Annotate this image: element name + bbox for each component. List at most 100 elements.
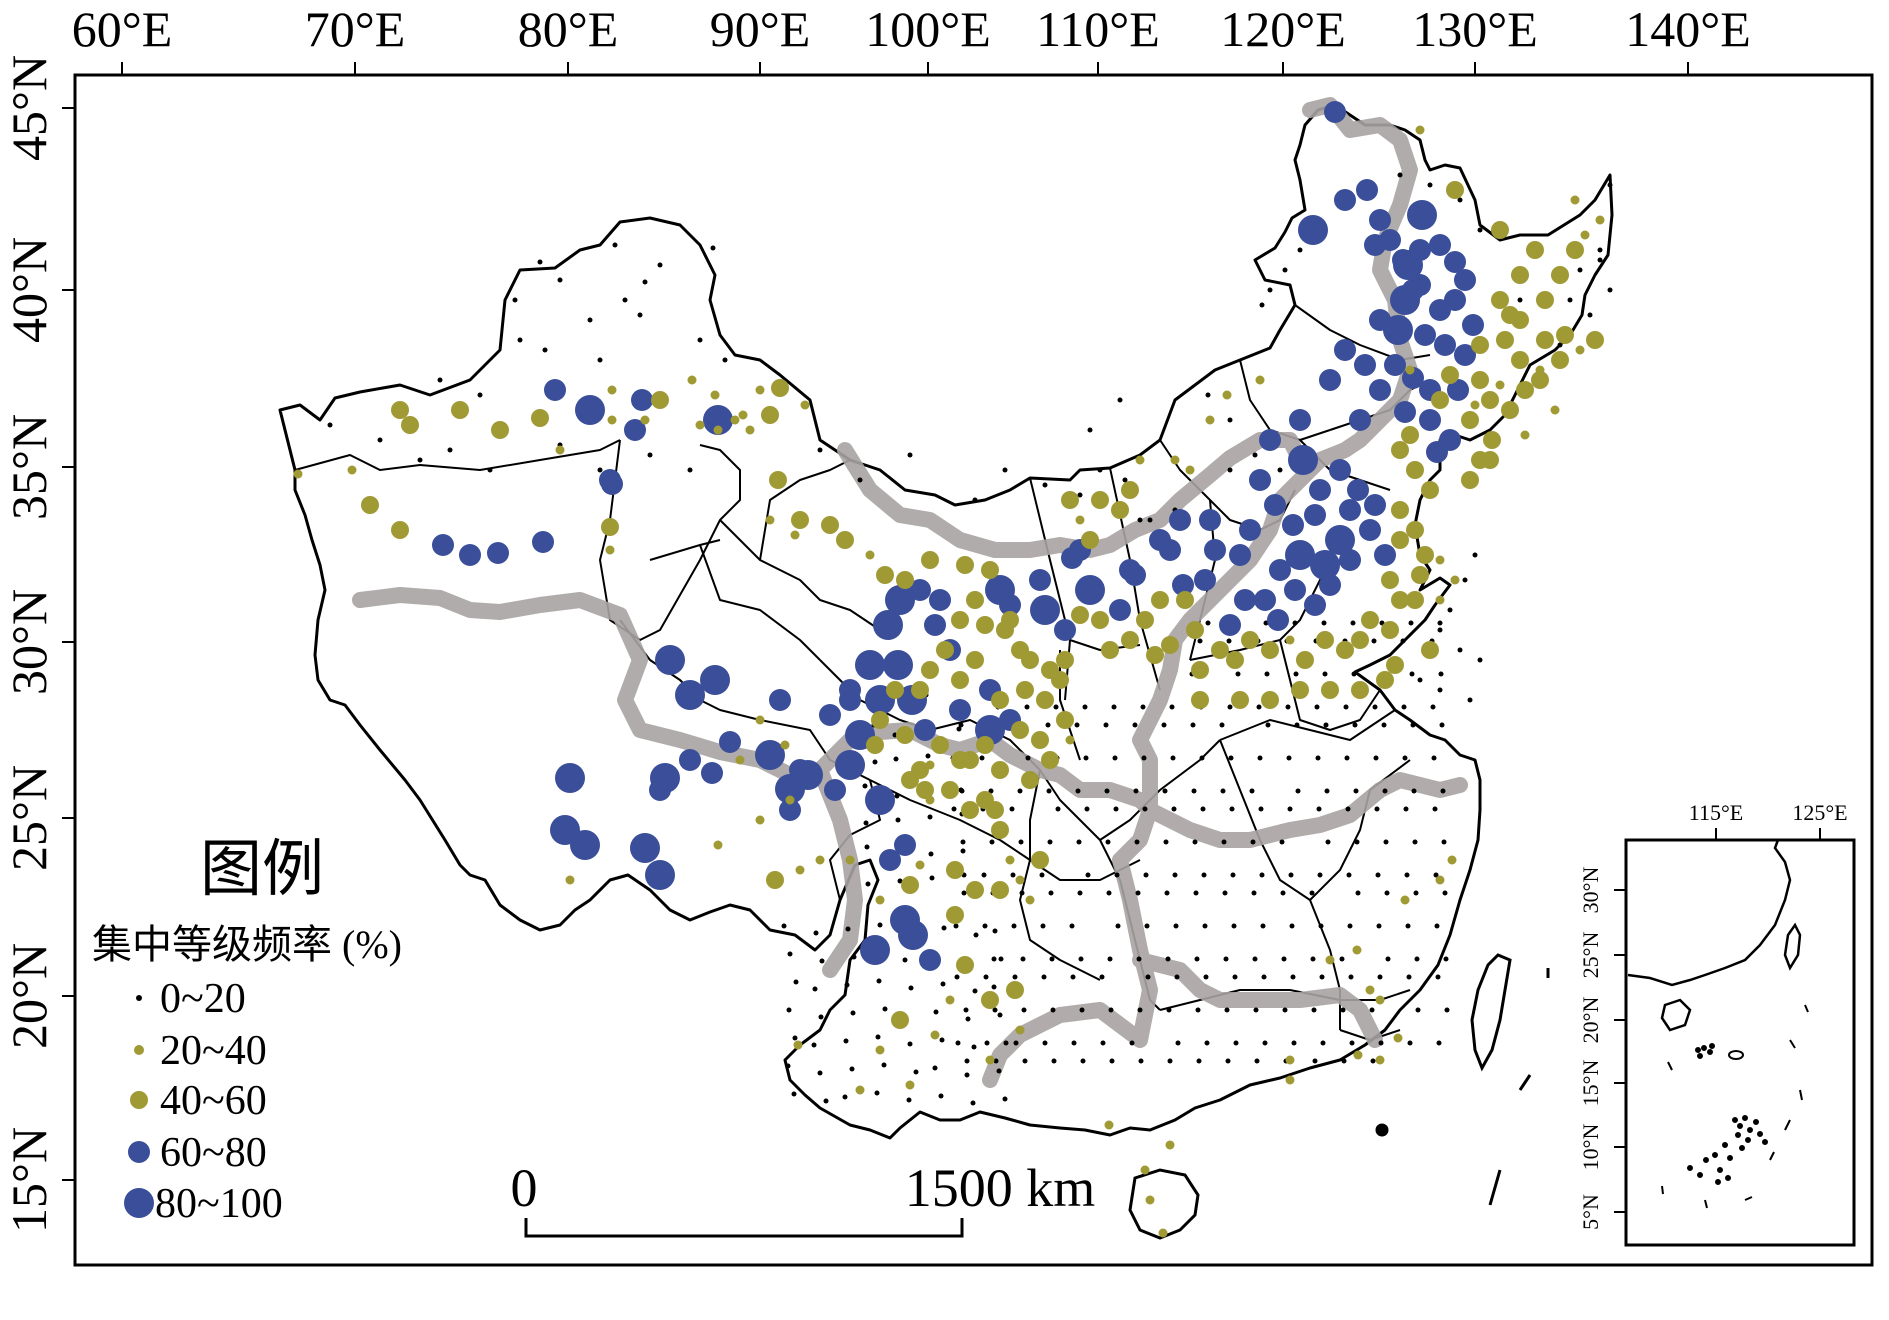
- station-marker: [1454, 269, 1476, 291]
- station-marker: [844, 982, 850, 988]
- station-marker: [883, 650, 913, 680]
- station-marker: [1339, 956, 1345, 962]
- station-marker: [1435, 595, 1445, 605]
- longitude-ticks: [121, 62, 1689, 75]
- station-marker: [1101, 641, 1119, 659]
- station-marker: [1324, 101, 1346, 123]
- station-marker: [1143, 872, 1149, 878]
- station-marker: [1416, 546, 1434, 564]
- station-marker: [1359, 519, 1381, 541]
- station-marker: [1011, 923, 1017, 929]
- inset-map: 115°E 125°E 30°N 25°N 20°N 15°N 10°N 5°N: [1578, 800, 1856, 1247]
- station-marker: [976, 791, 994, 809]
- station-marker: [924, 614, 946, 636]
- station-marker: [1406, 974, 1412, 980]
- station-marker: [1199, 509, 1221, 531]
- station-marker: [1400, 895, 1410, 905]
- station-marker: [1329, 459, 1351, 481]
- station-marker: [951, 806, 957, 812]
- scale-bar: 0 1500 km: [511, 1158, 1095, 1238]
- station-marker: [973, 932, 979, 938]
- station-marker: [1161, 636, 1179, 654]
- station-marker: [1135, 890, 1141, 896]
- station-marker: [607, 385, 617, 395]
- station-marker: [1293, 671, 1299, 677]
- station-marker: [1260, 923, 1266, 929]
- station-marker: [1289, 923, 1295, 929]
- station-marker: [1462, 314, 1484, 336]
- station-marker: [976, 736, 994, 754]
- station-marker: [785, 795, 795, 805]
- station-marker: [1061, 491, 1079, 509]
- station-marker: [1437, 620, 1443, 626]
- station-marker: [1029, 569, 1051, 591]
- station-marker: [1137, 1007, 1143, 1013]
- station-marker: [1417, 677, 1423, 683]
- station-marker: [1347, 479, 1369, 501]
- station-marker: [605, 545, 615, 555]
- station-marker: [701, 762, 723, 784]
- station-marker: [875, 895, 885, 905]
- station-marker: [991, 761, 1009, 779]
- latitude-label: 35°N: [1, 414, 57, 520]
- station-marker: [1169, 509, 1191, 531]
- station-marker: [1352, 722, 1358, 728]
- station-marker: [940, 981, 946, 987]
- station-marker: [960, 839, 966, 845]
- station-marker: [1323, 722, 1329, 728]
- station-marker: [1441, 366, 1459, 384]
- station-marker: [1161, 722, 1167, 728]
- station-marker: [1385, 956, 1391, 962]
- station-marker: [1491, 291, 1509, 309]
- station-marker: [1185, 465, 1195, 475]
- station-marker: [1134, 839, 1140, 845]
- station-marker: [293, 469, 303, 479]
- station-marker: [1219, 614, 1241, 636]
- inset-coastline: [1627, 839, 1792, 987]
- station-marker: [1285, 635, 1295, 645]
- station-marker: [1294, 722, 1300, 728]
- station-marker: [1491, 221, 1509, 239]
- station-marker: [1077, 890, 1083, 896]
- station-marker: [1053, 704, 1059, 710]
- station-marker: [1457, 647, 1463, 653]
- station-marker: [1041, 661, 1059, 679]
- station-marker: [1320, 1040, 1326, 1046]
- station-marker: [1347, 923, 1353, 929]
- station-marker: [930, 1030, 940, 1040]
- station-marker: [895, 817, 901, 823]
- station-marker: [730, 415, 740, 425]
- station-marker: [1254, 1058, 1260, 1064]
- station-marker: [1165, 1140, 1175, 1150]
- station-marker: [487, 542, 509, 564]
- station-marker: [928, 851, 934, 857]
- station-marker: [894, 793, 900, 799]
- station-marker: [1164, 890, 1170, 896]
- station-marker: [945, 995, 955, 1005]
- station-marker: [1259, 302, 1265, 308]
- station-marker: [1046, 788, 1052, 794]
- station-marker: [958, 722, 964, 728]
- station-marker: [1282, 1007, 1288, 1013]
- station-marker: [1190, 722, 1196, 728]
- station-marker: [1551, 351, 1569, 369]
- station-marker: [932, 1065, 938, 1071]
- station-marker: [1229, 806, 1235, 812]
- station-marker: [1415, 1007, 1421, 1013]
- station-marker: [1056, 711, 1074, 729]
- legend-label: 0~20: [160, 976, 246, 1022]
- station-marker: [958, 787, 964, 793]
- station-marker: [1457, 197, 1463, 203]
- station-marker: [862, 783, 868, 789]
- station-marker: [1407, 200, 1437, 230]
- station-marker: [697, 337, 703, 343]
- station-marker: [1297, 247, 1303, 253]
- station-marker: [1194, 956, 1200, 962]
- station-marker: [902, 957, 908, 963]
- station-marker: [1285, 1055, 1295, 1065]
- station-marker: [1077, 492, 1083, 498]
- station-marker: [1355, 890, 1361, 896]
- station-marker: [361, 496, 379, 514]
- station-marker: [1450, 575, 1460, 585]
